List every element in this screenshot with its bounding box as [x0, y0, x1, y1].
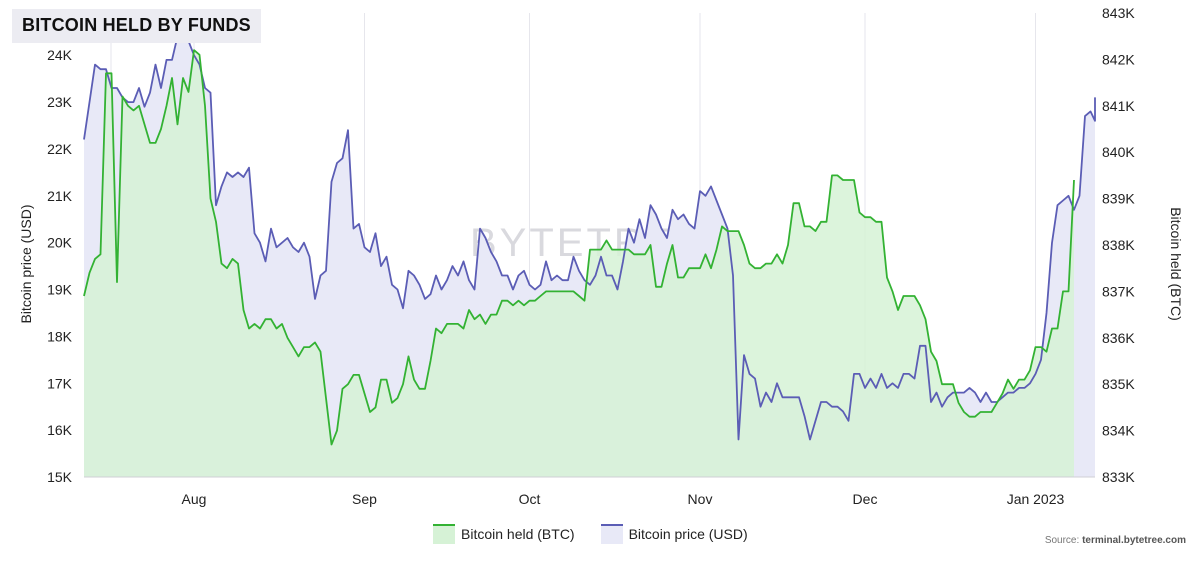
left-tick-label: 20K [47, 235, 73, 251]
right-axis-ticks: 833K 834K 835K 836K 837K 838K 839K 840K 841K 842K… [1102, 5, 1135, 485]
series-areas [84, 36, 1095, 478]
x-tick-label: Jan 2023 [1007, 491, 1065, 507]
right-axis-title: Bitcoin held (BTC) [1168, 207, 1184, 321]
x-tick-label: Aug [182, 491, 207, 507]
left-tick-label: 16K [47, 422, 73, 438]
legend-item-btc-price[interactable]: Bitcoin price (USD) [600, 524, 748, 544]
legend-item-btc-held[interactable]: Bitcoin held (BTC) [433, 524, 575, 544]
right-tick-label: 837K [1102, 283, 1135, 299]
right-tick-label: 836K [1102, 330, 1135, 346]
left-tick-label: 21K [47, 188, 73, 204]
legend-label-btc-held: Bitcoin held (BTC) [461, 526, 575, 542]
left-tick-label: 17K [47, 375, 73, 391]
x-tick-label: Nov [688, 491, 713, 507]
right-tick-label: 840K [1102, 144, 1135, 160]
right-tick-label: 833K [1102, 469, 1135, 485]
left-axis-title: Bitcoin price (USD) [18, 204, 34, 323]
legend-label-btc-price: Bitcoin price (USD) [628, 526, 748, 542]
source-note: Source: terminal.bytetree.com [1045, 535, 1186, 546]
series-lines [83, 35, 1096, 446]
right-tick-label: 843K [1102, 5, 1135, 21]
x-axis-ticks: Aug Sep Oct Nov Dec Jan 2023 [182, 491, 1065, 507]
left-axis-ticks: 15K 16K 17K 18K 19K 20K 21K 22K 23K 24K [47, 47, 73, 485]
legend: Bitcoin held (BTC) Bitcoin price (USD) [433, 524, 774, 544]
legend-swatch-btc-price [600, 524, 623, 544]
area-btc-price [84, 36, 1095, 478]
right-tick-label: 839K [1102, 191, 1135, 207]
line-btc-price [83, 35, 1096, 441]
x-tick-label: Oct [519, 491, 541, 507]
x-tick-label: Dec [853, 491, 878, 507]
legend-swatch-btc-held [433, 524, 455, 544]
left-tick-label: 15K [47, 469, 73, 485]
right-tick-label: 842K [1102, 51, 1135, 67]
line-btc-held [83, 49, 1075, 446]
right-tick-label: 838K [1102, 237, 1135, 253]
chart-title: BITCOIN HELD BY FUNDS [12, 9, 261, 43]
area-btc-held [84, 50, 1074, 477]
x-tick-label: Sep [352, 491, 377, 507]
left-tick-label: 24K [47, 47, 73, 63]
source-prefix: Source: [1044, 535, 1080, 546]
right-tick-label: 834K [1102, 423, 1135, 439]
source-link[interactable]: terminal.bytetree.com [1082, 535, 1186, 546]
left-tick-label: 22K [47, 141, 73, 157]
right-tick-label: 841K [1102, 98, 1135, 114]
left-tick-label: 23K [47, 94, 73, 110]
left-tick-label: 19K [47, 282, 73, 298]
right-tick-label: 835K [1102, 376, 1135, 392]
left-tick-label: 18K [47, 328, 73, 344]
